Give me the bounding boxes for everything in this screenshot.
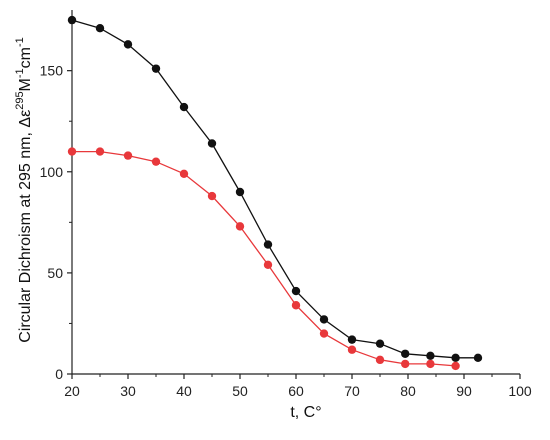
data-point-series-2 xyxy=(235,222,245,231)
y-tick-label: 100 xyxy=(40,164,64,180)
y-axis-title-units-cm: cm xyxy=(17,47,34,68)
data-point-series-1 xyxy=(235,187,245,197)
data-point-series-1 xyxy=(401,349,410,358)
data-point-series-1 xyxy=(451,353,460,363)
plot-area: 20 30 40 50 60 70 80 90 100 0 50 100 150 xyxy=(40,10,532,399)
x-tick-label: 90 xyxy=(456,383,472,399)
data-point-series-2 xyxy=(375,355,385,365)
data-point-series-2 xyxy=(263,260,273,269)
y-axis-title-units-m: M xyxy=(17,78,34,91)
y-tick-label: 50 xyxy=(47,265,63,281)
y-axis-title-sup-m: -1 xyxy=(14,68,26,78)
x-tick-label: 100 xyxy=(508,383,532,399)
data-point-series-1 xyxy=(123,40,133,49)
data-point-series-2 xyxy=(179,169,189,178)
data-point-series-1 xyxy=(151,64,161,73)
data-point-series-2 xyxy=(123,151,133,160)
y-tick-label: 0 xyxy=(55,366,63,382)
data-point-series-2 xyxy=(95,147,105,156)
series-layer xyxy=(67,15,483,371)
data-point-series-1 xyxy=(319,315,329,324)
data-point-series-2 xyxy=(401,359,410,369)
data-point-series-2 xyxy=(319,329,329,338)
y-tick-label: 150 xyxy=(40,63,64,79)
data-point-series-1 xyxy=(347,335,357,344)
data-point-series-2 xyxy=(151,157,161,166)
y-axis-title: Circular Dichroism at 295 nm, Δε295M-1cm… xyxy=(14,37,34,343)
series-line-1 xyxy=(71,19,478,359)
data-point-series-1 xyxy=(207,139,217,148)
y-axis-title-main: Circular Dichroism at 295 nm, Δε xyxy=(17,110,34,343)
data-point-series-1 xyxy=(179,102,189,112)
y-axis-title-sup-295: 295 xyxy=(14,91,26,109)
x-ticks: 20 30 40 50 60 70 80 90 100 xyxy=(64,374,532,399)
x-tick-label: 20 xyxy=(64,383,80,399)
data-point-series-2 xyxy=(451,361,460,371)
series-line-2 xyxy=(72,150,456,367)
x-tick-label: 50 xyxy=(232,383,248,399)
data-point-series-1 xyxy=(291,286,301,296)
data-point-series-1 xyxy=(375,339,385,348)
data-point-series-2 xyxy=(347,345,357,354)
data-point-series-1 xyxy=(426,351,435,360)
x-tick-label: 30 xyxy=(120,383,136,399)
x-tick-label: 70 xyxy=(344,383,360,399)
data-point-series-1 xyxy=(473,353,483,363)
data-point-series-2 xyxy=(291,301,301,310)
x-tick-label: 60 xyxy=(288,383,304,399)
data-point-series-1 xyxy=(95,24,105,33)
y-axis-title-sup-cm: -1 xyxy=(14,37,26,47)
x-tick-label: 40 xyxy=(176,383,192,399)
x-axis-title: t, C° xyxy=(290,404,321,421)
x-tick-label: 80 xyxy=(400,383,416,399)
data-point-series-1 xyxy=(67,15,77,25)
data-point-series-2 xyxy=(207,191,217,201)
data-point-series-1 xyxy=(263,240,273,249)
data-point-series-2 xyxy=(67,147,77,156)
y-ticks: 0 50 100 150 xyxy=(40,19,72,382)
data-point-series-2 xyxy=(426,359,435,369)
